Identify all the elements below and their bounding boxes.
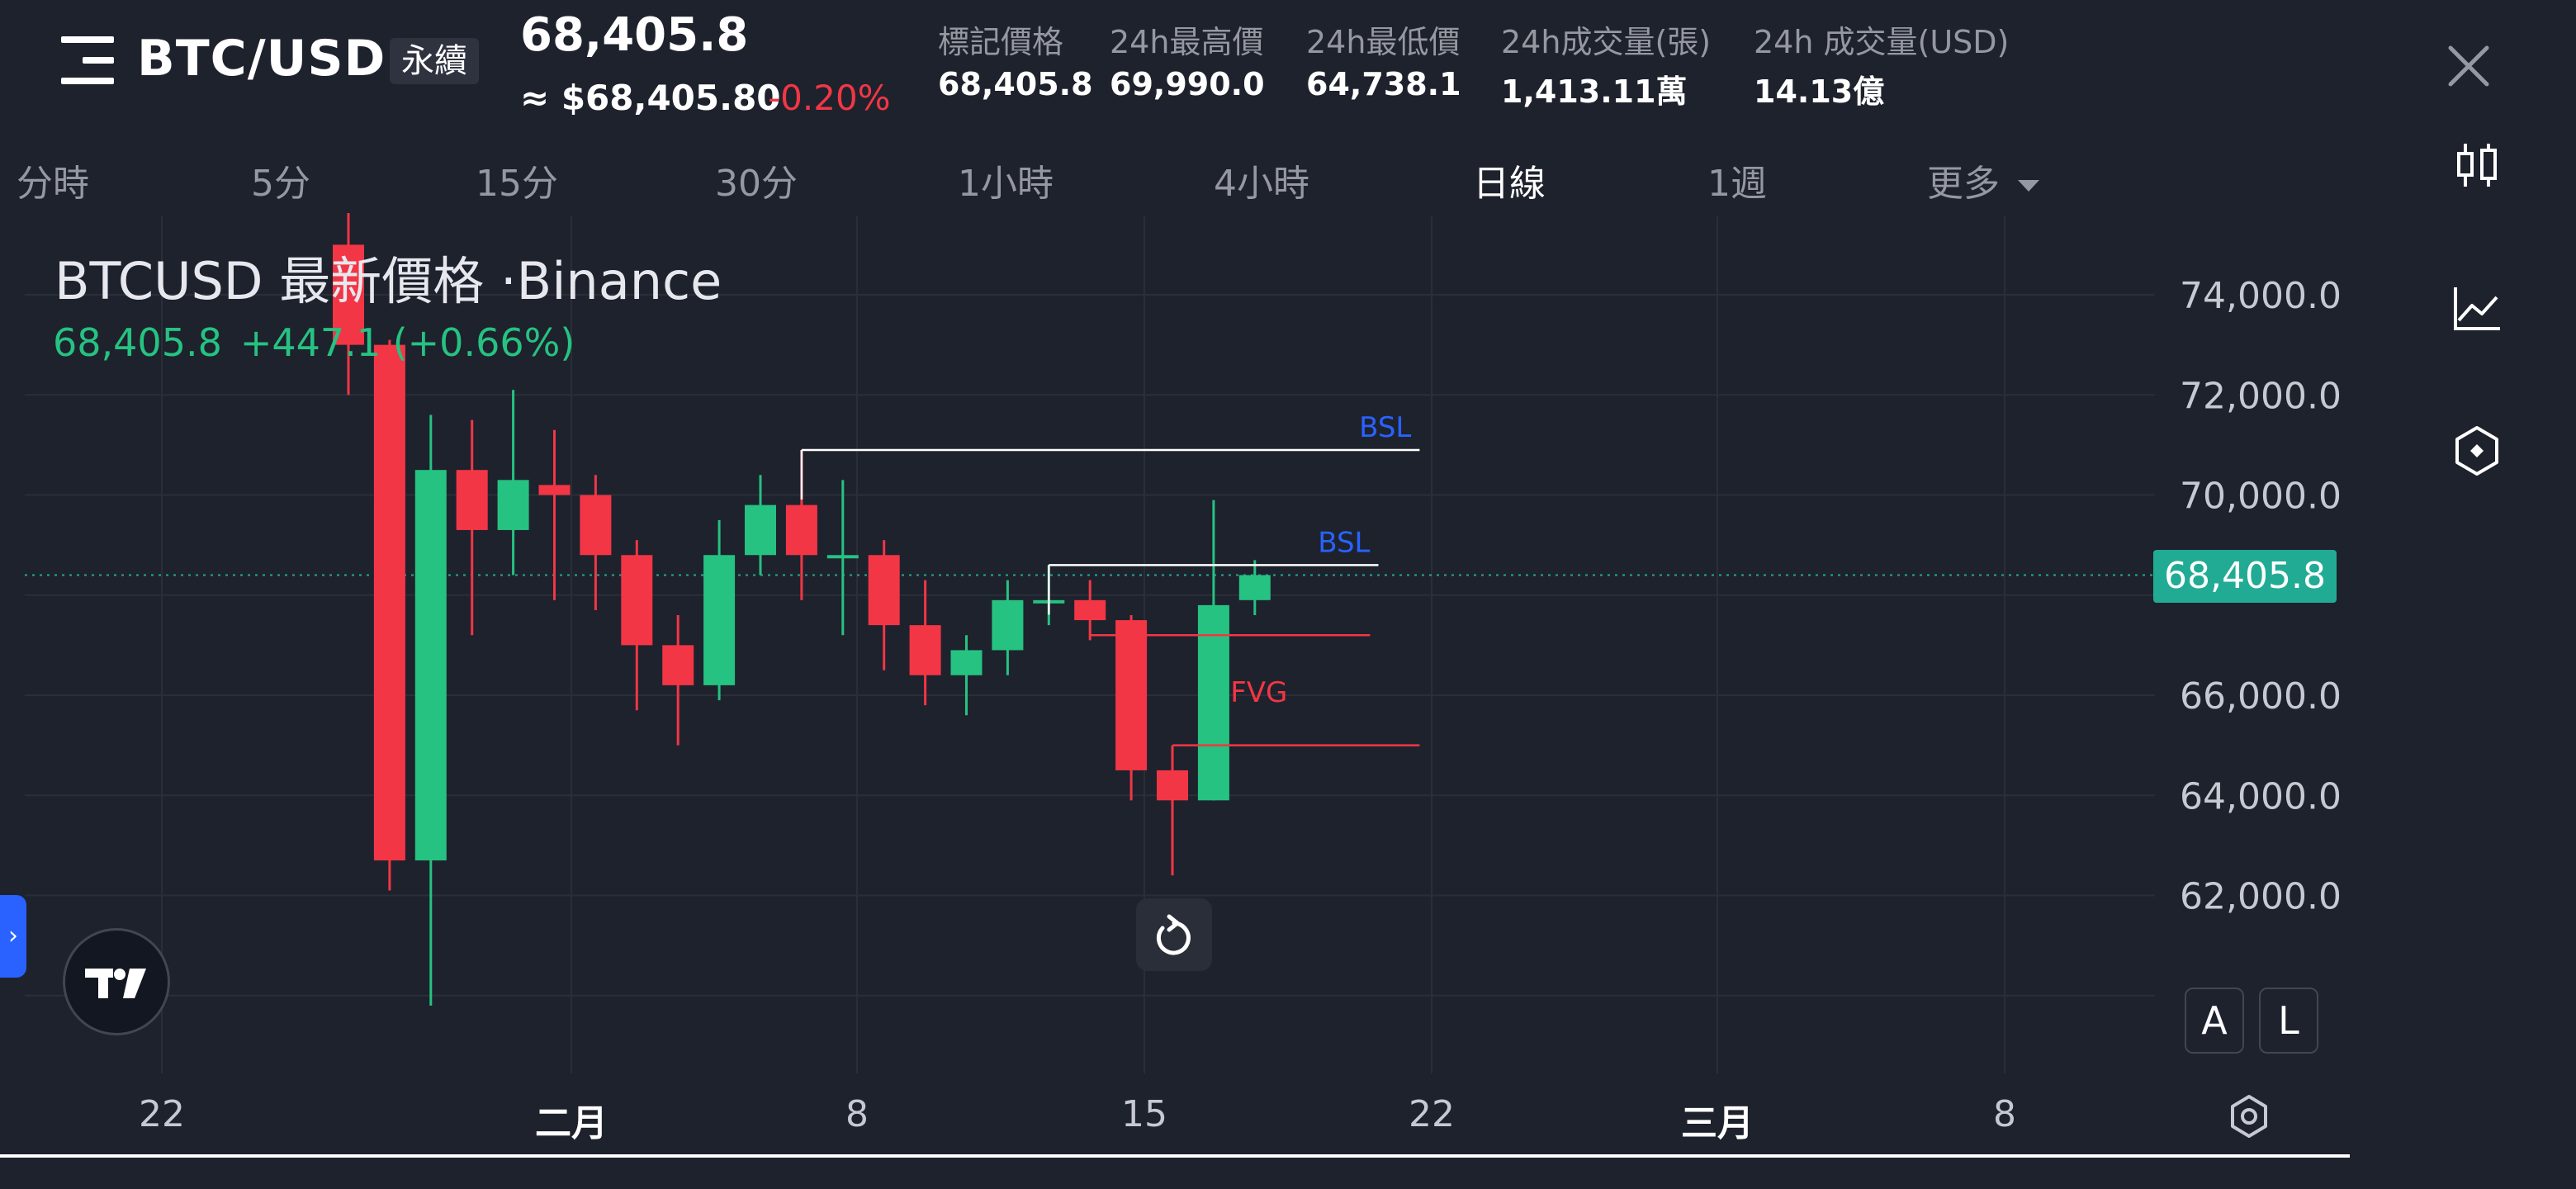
legend-change: +447.1 (+0.66%) bbox=[239, 320, 575, 365]
candle-body-up bbox=[950, 650, 983, 675]
auto-scale-button[interactable]: A bbox=[2185, 988, 2244, 1054]
mark-price-label: 標記價格 bbox=[938, 24, 1064, 60]
time-axis-label: 22 bbox=[1409, 1093, 1455, 1135]
candlestick-icon[interactable] bbox=[2444, 132, 2510, 198]
candle-body-down bbox=[1115, 620, 1148, 770]
candle-body-down bbox=[909, 625, 941, 675]
chart-legend-values: 68,405.8 +447.1 (+0.66%) bbox=[53, 320, 593, 365]
close-icon[interactable] bbox=[2436, 33, 2502, 99]
tab-timeframe-1h[interactable]: 1小時 bbox=[958, 163, 1054, 205]
change-percent: -0.20% bbox=[768, 78, 891, 118]
price-axis[interactable]: 74,000.0 72,000.0 70,000.0 66,000.0 64,000.0… bbox=[2180, 275, 2342, 918]
candle-body-down bbox=[456, 470, 488, 530]
candlestick-series bbox=[333, 213, 1271, 1006]
log-scale-button[interactable]: L bbox=[2259, 988, 2318, 1054]
current-price-tag: 68,405.8 bbox=[2153, 550, 2337, 603]
candle-body-up bbox=[497, 480, 529, 530]
candle-body-up bbox=[992, 599, 1024, 651]
time-axis-label: 8 bbox=[1993, 1093, 2016, 1135]
candle-body-down bbox=[1074, 599, 1106, 621]
fvg-label: FVG bbox=[1230, 676, 1287, 709]
price-axis-label: 72,000.0 bbox=[2180, 375, 2342, 417]
market-header: BTC/USD 永續 68,405.8 ≈ $68,405.80 -0.20% … bbox=[0, 0, 2361, 149]
volume-contracts-value: 1,413.11萬 bbox=[1501, 73, 1688, 110]
chart-settings-icon[interactable] bbox=[2226, 1092, 2272, 1141]
reset-chart-button[interactable] bbox=[1136, 898, 1212, 971]
legend-price: 68,405.8 bbox=[53, 320, 222, 365]
side-panel-toggle[interactable]: › bbox=[0, 895, 26, 978]
time-axis-label: 8 bbox=[845, 1093, 869, 1135]
tab-timeframe-15m[interactable]: 15分 bbox=[476, 163, 558, 205]
approx-usd-price: ≈ $68,405.80 bbox=[520, 78, 781, 118]
tradingview-logo-icon[interactable] bbox=[63, 928, 170, 1035]
high-24h-label: 24h最高價 bbox=[1110, 24, 1264, 60]
tab-timeframe-4h[interactable]: 4小時 bbox=[1214, 163, 1309, 205]
price-chart[interactable]: BSL BSL FVG 74,000.0 72,000.0 70,000.0 66,000… bbox=[0, 213, 2350, 1154]
candle-body-up bbox=[1238, 575, 1271, 600]
tab-timeframe-1w[interactable]: 1週 bbox=[1707, 163, 1767, 205]
candle-body-down bbox=[621, 555, 653, 646]
volume-usd-label: 24h 成交量(USD) bbox=[1754, 24, 2010, 60]
symbol-name[interactable]: BTC/USD bbox=[137, 30, 386, 88]
time-axis-label: 22 bbox=[139, 1093, 185, 1135]
tab-timeframe-5m[interactable]: 5分 bbox=[251, 163, 310, 205]
indicator-icon[interactable] bbox=[2444, 276, 2510, 342]
candle-body-down bbox=[868, 555, 900, 626]
drawing-settings-icon[interactable] bbox=[2444, 418, 2510, 484]
reset-icon bbox=[1156, 914, 1191, 955]
dropdown-arrow-icon bbox=[2018, 180, 2039, 192]
tab-timeframe-30m[interactable]: 30分 bbox=[715, 163, 798, 205]
low-24h-label: 24h最低價 bbox=[1306, 24, 1461, 60]
tab-timeframe-1d[interactable]: 日線 bbox=[1473, 163, 1546, 205]
low-24h-value: 64,738.1 bbox=[1306, 66, 1461, 102]
volume-usd-value: 14.13億 bbox=[1754, 73, 1885, 110]
volume-contracts-label: 24h成交量(張) bbox=[1501, 24, 1712, 60]
candle-body-up bbox=[826, 555, 859, 559]
time-axis-label: 二月 bbox=[535, 1102, 608, 1144]
candle-body-down bbox=[373, 344, 405, 861]
more-label: 更多 bbox=[1927, 163, 2000, 205]
price-axis-label: 70,000.0 bbox=[2180, 476, 2342, 518]
menu-icon[interactable] bbox=[61, 36, 114, 84]
candle-body-down bbox=[580, 495, 612, 556]
price-axis-label: 64,000.0 bbox=[2180, 775, 2342, 817]
last-price: 68,405.8 bbox=[520, 8, 749, 62]
candle-body-up bbox=[745, 504, 776, 556]
candle-body-up bbox=[703, 555, 736, 685]
mark-price-value: 68,405.8 bbox=[938, 66, 1093, 102]
bsl-label: BSL bbox=[1359, 411, 1411, 444]
candle-body-down bbox=[333, 244, 364, 345]
price-axis-label: 62,000.0 bbox=[2180, 876, 2342, 918]
tab-timeframe-more[interactable]: 更多 bbox=[1927, 154, 2041, 206]
chart-legend-title: BTCUSD 最新價格 ·Binance bbox=[54, 251, 722, 311]
candle-body-down bbox=[785, 504, 817, 556]
time-axis-label: 三月 bbox=[1681, 1102, 1754, 1144]
bsl-label: BSL bbox=[1318, 526, 1370, 559]
candle-body-down bbox=[662, 645, 694, 685]
contract-type-badge: 永續 bbox=[390, 38, 479, 84]
candle-body-up bbox=[1197, 604, 1229, 801]
candle-body-up bbox=[414, 470, 447, 861]
bottom-divider bbox=[0, 1154, 2350, 1158]
candle-body-down bbox=[1157, 770, 1188, 801]
chart-annotations: BSL BSL FVG bbox=[800, 411, 1420, 770]
price-axis-label: 74,000.0 bbox=[2180, 275, 2342, 317]
time-axis-label: 15 bbox=[1121, 1093, 1167, 1135]
tab-timeframe-tick[interactable]: 分時 bbox=[17, 163, 89, 205]
high-24h-value: 69,990.0 bbox=[1110, 66, 1265, 102]
candle-body-down bbox=[538, 485, 571, 495]
price-axis-label: 66,000.0 bbox=[2180, 675, 2342, 718]
